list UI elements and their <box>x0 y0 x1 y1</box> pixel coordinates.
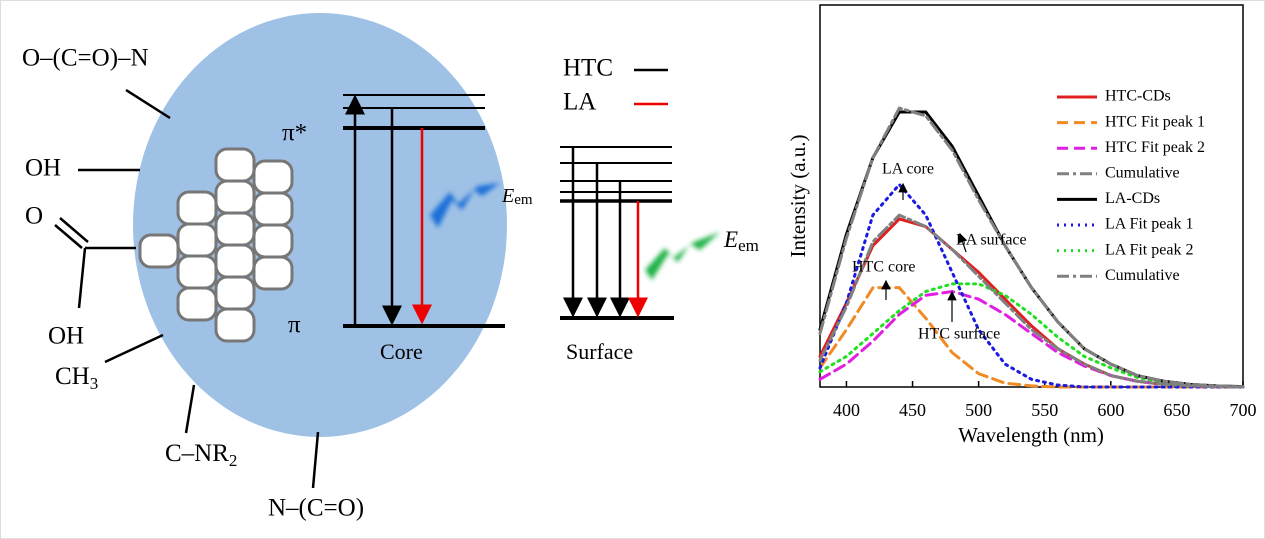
graphene-ring <box>252 159 294 195</box>
group-label: OH <box>48 323 84 350</box>
annotation: LA surface <box>956 232 1027 249</box>
core-label: Core <box>380 339 423 364</box>
series-line <box>818 182 1245 389</box>
legend-label: HTC-CDs <box>1105 88 1171 105</box>
graphene-ring <box>252 223 294 259</box>
chart: 400 450 500 550 600 650 700 HTC-CDs HTC Fit peak… <box>818 88 1257 420</box>
surface-levels <box>560 146 674 320</box>
graphene-ring <box>214 243 256 279</box>
x-tick-label: 400 <box>833 400 860 420</box>
graphene-ring <box>214 211 256 247</box>
group-label-base: C–NR <box>165 440 229 467</box>
graphene-ring <box>176 190 218 226</box>
group-label-base: CH <box>55 363 90 390</box>
series-line <box>818 286 1245 389</box>
graphene-ring <box>214 179 256 215</box>
x-tick-label: 600 <box>1097 400 1124 420</box>
annotation: HTC core <box>852 259 916 276</box>
emission-base: E <box>723 227 738 252</box>
x-tick-label: 500 <box>965 400 992 420</box>
graphene-ring <box>214 147 256 183</box>
group-label: N–(C=O) <box>268 495 364 522</box>
graphene-ring <box>176 222 218 258</box>
level-label: π <box>288 312 301 339</box>
group-label: O <box>25 203 43 230</box>
emission-label: Eem <box>723 227 759 255</box>
subscript: em <box>514 192 533 208</box>
emission-bolt <box>430 183 500 228</box>
legend-label: LA <box>563 89 596 116</box>
legend-label: HTC Fit peak 1 <box>1105 113 1205 130</box>
series-line <box>818 289 1245 389</box>
graphene-core <box>138 147 294 343</box>
graphene-ring <box>214 275 256 311</box>
level-label: π* <box>282 120 307 147</box>
subscript: 2 <box>229 451 238 470</box>
x-tick-label: 550 <box>1031 400 1058 420</box>
y-axis-label: Intensity (a.u.) <box>786 134 810 257</box>
graphene-ring <box>176 254 218 290</box>
group-label: CH3 <box>55 363 98 393</box>
graphene-ring <box>252 255 294 291</box>
legend-label: LA Fit peak 1 <box>1105 216 1193 233</box>
group-label: C–NR2 <box>165 440 237 470</box>
series-line <box>818 213 1245 389</box>
x-tick-label: 700 <box>1230 400 1257 420</box>
legend-label: HTC Fit peak 2 <box>1105 139 1205 156</box>
legend-label: Cumulative <box>1105 267 1180 284</box>
legend-label: HTC <box>563 55 613 82</box>
graphene-ring <box>252 191 294 227</box>
emission-base: E <box>501 185 514 207</box>
graphene-ring <box>176 286 218 322</box>
graphene-ring <box>214 307 256 343</box>
annotation: HTC surface <box>918 326 1000 343</box>
x-tick-label: 450 <box>899 400 926 420</box>
emission-bolt <box>645 232 720 280</box>
series-line <box>818 106 1245 389</box>
group-label: OH <box>25 155 61 182</box>
annotation: LA core <box>882 161 934 178</box>
subscript: 3 <box>90 374 99 393</box>
x-tick-label: 650 <box>1163 400 1190 420</box>
legend-label: LA Fit peak 2 <box>1105 241 1193 258</box>
bonds <box>54 88 320 489</box>
surface-label: Surface <box>566 339 633 364</box>
emission-label: Eem <box>501 185 533 209</box>
series-line <box>818 282 1245 389</box>
core-levels <box>343 94 505 328</box>
legend-label: Cumulative <box>1105 164 1180 181</box>
annotation-arrow <box>958 232 968 253</box>
legend-label: LA-CDs <box>1105 190 1160 207</box>
x-axis-label: Wavelength (nm) <box>958 423 1104 447</box>
subscript: em <box>738 236 759 255</box>
group-label: O–(C=O)–N <box>22 45 149 72</box>
graphene-ring <box>138 233 180 269</box>
